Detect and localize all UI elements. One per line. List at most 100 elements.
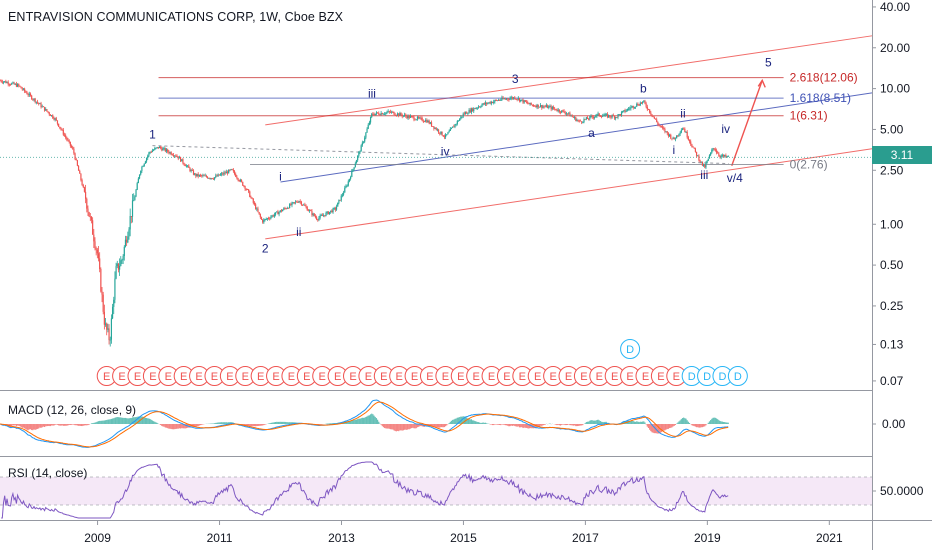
macd-histogram-bar [670,424,672,428]
macd-histogram-bar [631,420,633,424]
macd-histogram-bar [623,420,625,424]
candle-body [231,169,233,170]
macd-histogram-bar [179,424,182,429]
earnings-marker[interactable]: E [481,366,502,386]
candle-body [701,161,704,166]
macd-histogram-bar [480,422,482,424]
candle-body [527,102,529,104]
candle-body [535,105,537,108]
macd-histogram-bar [581,424,583,426]
candle-body [96,249,98,254]
earnings-marker[interactable]: E [358,366,379,386]
y-tick-label: 0.25 [880,299,904,313]
candle-body [208,178,210,179]
earnings-marker[interactable]: E [650,366,671,386]
candle-body [639,102,641,106]
macd-histogram-bar [408,424,410,430]
dividend-marker[interactable]: D [727,366,748,386]
macd-histogram-bar [680,419,682,424]
macd-histogram-bar [486,423,488,424]
macd-histogram-bar [80,424,82,426]
macd-histogram-bar [365,416,367,424]
candle-body [670,134,672,139]
macd-histogram-bar [285,422,287,424]
candle-body [129,216,131,230]
macd-histogram-bar [564,424,566,426]
macd-histogram-bar [643,421,645,424]
earnings-marker[interactable]: E [189,366,210,386]
macd-pane: 0.00 [0,399,906,448]
candle-body [612,115,614,117]
macd-histogram-bar [28,424,30,430]
candle-body [481,104,483,107]
candle-body [39,103,41,105]
marker-letter: E [365,371,372,383]
macd-histogram-bar [403,424,406,430]
candle-body [4,81,6,82]
macd-histogram-bar [661,424,664,432]
macd-histogram-bar [133,417,135,424]
macd-histogram-bar [171,424,173,430]
candle-body [631,106,633,107]
candle-body [549,106,551,108]
fib-levels: 2.618(12.06) 1.618(8.51) 1(6.31) 0(2.76) [0,71,872,171]
macd-histogram-bar [11,424,13,427]
candle-body [638,105,640,106]
earnings-marker[interactable]: E [235,366,256,386]
blue-channel [280,92,873,183]
candle-body [617,114,619,118]
earnings-marker[interactable]: E [419,366,440,386]
macd-histogram-bar [131,417,134,424]
candle-body [328,211,331,215]
candle-body [697,155,699,157]
candle-body [296,201,298,203]
candle-body [283,208,285,210]
candle-body [708,155,711,159]
candle-body [513,97,515,99]
macd-histogram-bar [172,424,175,430]
earnings-marker[interactable]: E [250,366,271,386]
candle-body [430,122,433,127]
candle-body [692,146,694,148]
marker-letter: E [488,371,495,383]
macd-histogram-bar [16,424,19,426]
macd-histogram-bar [476,421,478,424]
macd-histogram-bar [197,424,199,427]
macd-histogram-bar [93,422,95,424]
candle-body [480,106,482,108]
macd-histogram-bar [260,424,263,426]
macd-histogram-bar [49,424,52,427]
candle-body [359,151,361,153]
projection-arrow [731,80,763,166]
candle-body [45,109,47,111]
candle-body [73,148,75,154]
macd-histogram-bar [657,424,659,434]
dividend-marker[interactable] [620,339,641,359]
macd-histogram-bar [698,424,700,428]
macd-histogram-bar [82,424,84,426]
candle-body [43,106,46,111]
macd-histogram-bar [364,417,366,424]
candle-body [232,169,234,172]
macd-histogram-bar [369,414,372,424]
candle-body [299,201,301,202]
macd-histogram-bar [194,424,196,427]
candle-body [40,103,42,108]
candle-body [656,119,658,123]
marker-letter: E [565,371,572,383]
earnings-marker[interactable]: E [96,366,117,386]
macd-histogram-bar [284,421,286,424]
candle-body [255,204,257,210]
macd-histogram-bar [544,424,546,425]
dividend-marker[interactable]: D [712,366,733,386]
macd-histogram-bar [124,417,127,424]
macd-histogram-bar [718,420,720,424]
candle-body [403,114,406,116]
wave-label: iv [721,122,730,136]
candle-body [32,99,34,100]
candle-body [95,248,97,250]
y-tick-label: 1.00 [880,217,904,231]
candle-body [353,167,355,170]
